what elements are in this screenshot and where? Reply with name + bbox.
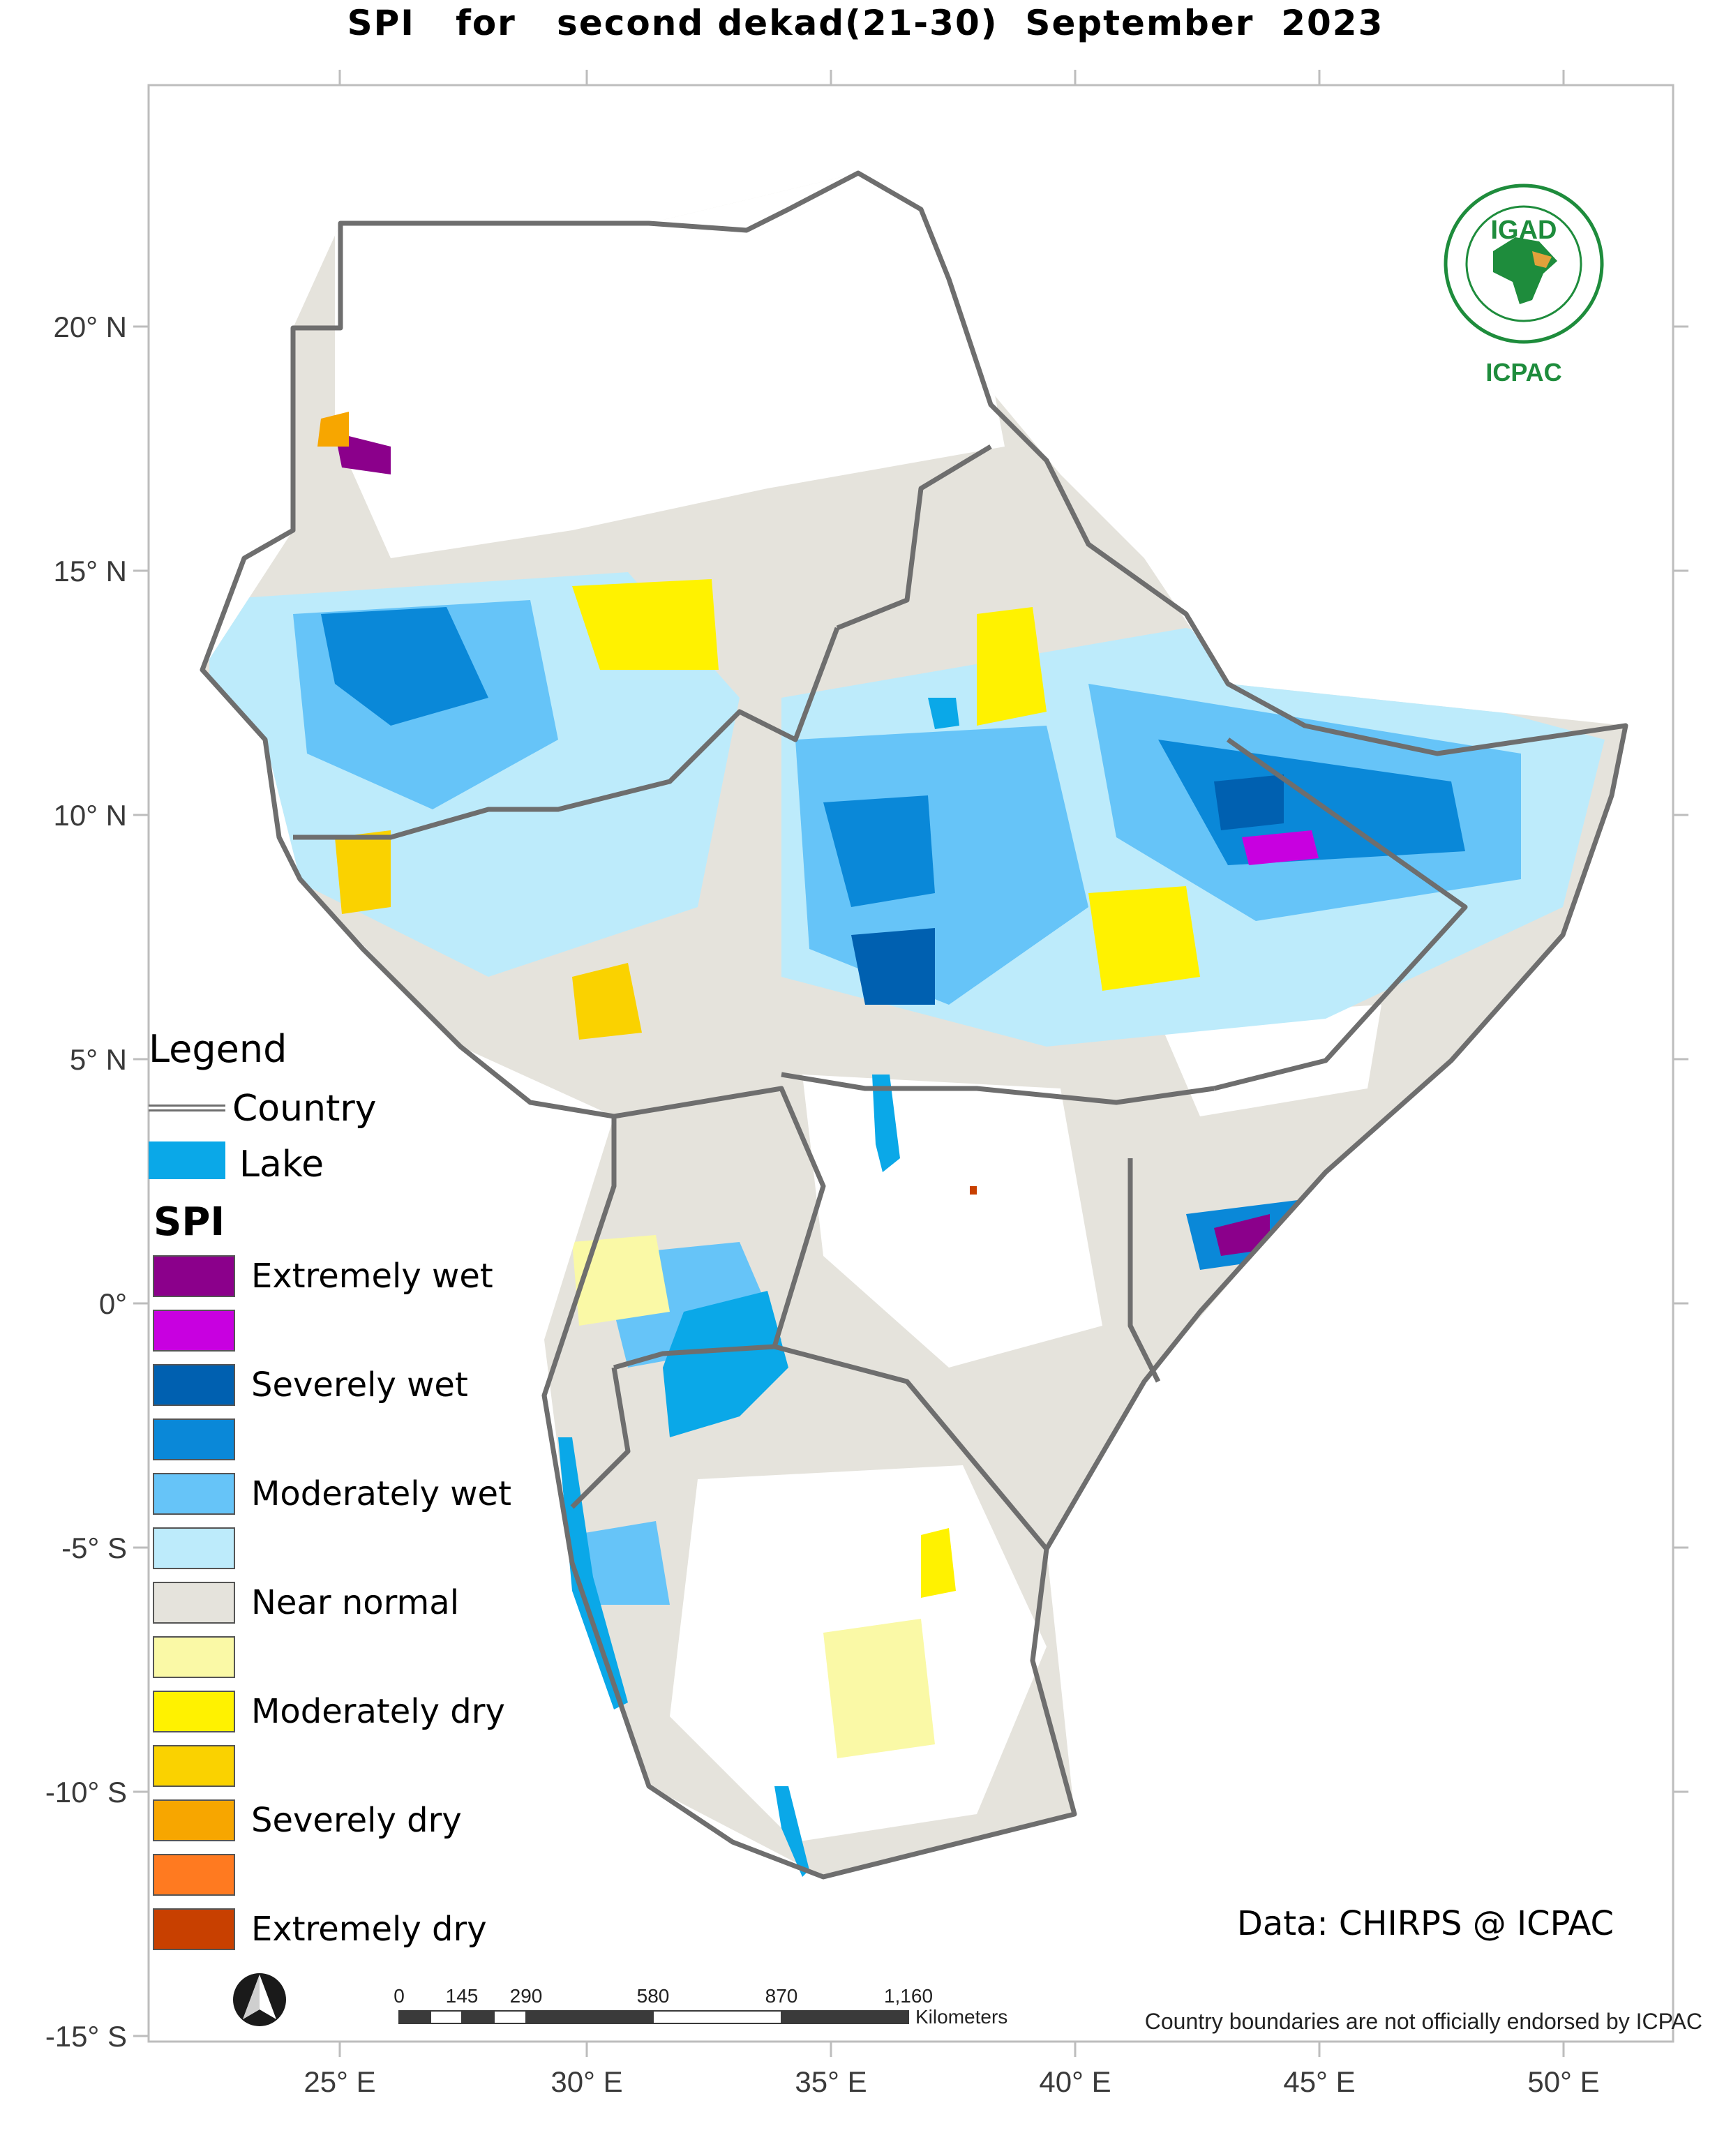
legend-class-label: Extremely wet	[251, 1257, 493, 1296]
border-rwanda-burundi	[570, 1367, 631, 1509]
legend-swatch	[153, 1745, 235, 1787]
scale-segment	[781, 2010, 909, 2024]
scale-segment	[430, 2010, 463, 2024]
x-tick-label: 40° E	[1039, 2065, 1111, 2098]
legend-country-label: Country	[232, 1088, 377, 1130]
legend-swatch	[153, 1310, 235, 1352]
scale-label: 145	[446, 1985, 479, 2007]
legend-swatch	[153, 1527, 235, 1569]
legend-swatch	[153, 1691, 235, 1732]
legend-class-label: Severely dry	[251, 1801, 462, 1840]
y-tick-marks	[133, 325, 1688, 2037]
scale-labels: 0 145 290 580 870 1,160	[394, 1985, 933, 2007]
border-kenya-tanzania	[774, 1344, 1049, 1551]
scale-label: 290	[510, 1985, 543, 2007]
x-tick-labels: 25° E 30° E 35° E 40° E 45° E 50° E	[304, 2065, 1599, 2098]
country-borders	[200, 170, 1628, 1880]
legend-class-label: Near normal	[251, 1583, 459, 1622]
legend-lake-label: Lake	[239, 1144, 324, 1185]
x-tick-marks	[338, 70, 1565, 2057]
scale-segment	[652, 2010, 782, 2024]
legend-swatch	[153, 1636, 235, 1678]
north-arrow-icon	[233, 1973, 286, 2026]
scale-segment	[493, 2010, 527, 2024]
legend-swatch	[153, 1582, 235, 1624]
legend-swatch	[153, 1473, 235, 1515]
x-tick-label: 25° E	[304, 2065, 375, 2098]
legend-swatch	[153, 1854, 235, 1896]
legend: Legend Country Lake SPI Extremely wet Sev…	[149, 1027, 511, 1950]
logo-sub: ICPAC	[1485, 358, 1561, 387]
border-uganda	[613, 1086, 826, 1370]
y-tick-label: -15° S	[45, 2020, 127, 2053]
data-credit: Data: CHIRPS @ ICPAC	[1237, 1904, 1614, 1943]
x-tick-label: 50° E	[1527, 2065, 1599, 2098]
legend-classes: Extremely wet Severely wet Moderately wet N…	[153, 1255, 511, 1950]
scale-segments	[398, 2010, 909, 2024]
scale-label: 580	[637, 1985, 670, 2007]
legend-class-label: Moderately wet	[251, 1474, 511, 1513]
border-sudan-ethiopia	[836, 444, 992, 631]
legend-swatch	[153, 1255, 235, 1297]
y-tick-label: 15° N	[53, 555, 127, 587]
legend-swatch	[153, 1418, 235, 1460]
border-sudan-southsudan	[293, 627, 840, 840]
y-tick-label: 5° N	[70, 1043, 127, 1076]
lake-malawi	[774, 1786, 809, 1877]
border-ethiopia-somalia	[1213, 738, 1468, 1091]
legend-swatch	[153, 1364, 235, 1406]
scale-segment	[398, 2010, 431, 2024]
y-tick-label: -10° S	[45, 1776, 127, 1809]
map-frame	[147, 84, 1674, 2043]
scale-segment	[461, 2010, 495, 2024]
map-title: SPI for second dekad(21-30) September 20…	[347, 3, 1384, 43]
scale-label: 1,160	[884, 1985, 933, 2007]
x-tick-label: 45° E	[1283, 2065, 1355, 2098]
border-ethiopia-kenya	[781, 1072, 1215, 1105]
y-tick-label: 0°	[99, 1287, 127, 1320]
y-tick-label: 20° N	[53, 310, 127, 343]
lake-tana	[928, 698, 959, 729]
scale-segment	[525, 2010, 654, 2024]
legend-lake-swatch	[149, 1141, 225, 1179]
spi-raster	[202, 173, 1626, 1877]
lake-victoria	[663, 1291, 788, 1437]
x-tick-label: 35° E	[795, 2065, 867, 2098]
legend-swatch	[153, 1799, 235, 1841]
disclaimer: Country boundaries are not officially en…	[1145, 2009, 1702, 2034]
scale-label: 870	[765, 1985, 798, 2007]
igad-logo: IGAD ICPAC	[1444, 184, 1604, 387]
legend-class-label: Extremely dry	[251, 1910, 487, 1949]
scale-unit: Kilometers	[915, 2006, 1007, 2028]
legend-spi-heading: SPI	[153, 1199, 225, 1245]
horn-of-africa-icon	[1532, 251, 1552, 268]
y-tick-label: 10° N	[53, 799, 127, 832]
y-tick-labels: 20° N 15° N 10° N 5° N 0° -5° S -10° S -…	[45, 310, 127, 2053]
logo-org: IGAD	[1491, 216, 1557, 245]
x-tick-label: 30° E	[550, 2065, 622, 2098]
legend-heading: Legend	[149, 1027, 287, 1071]
scale-bar: 0 145 290 580 870 1,160 Kilometers	[394, 1985, 1007, 2028]
legend-swatch	[153, 1908, 235, 1950]
region-outline	[200, 170, 1628, 1880]
y-tick-label: -5° S	[61, 1532, 127, 1564]
scale-label: 0	[394, 1985, 405, 2007]
border-kenya-somalia	[1127, 1158, 1161, 1383]
lake-turkana	[872, 1075, 900, 1172]
legend-class-label: Moderately dry	[251, 1692, 505, 1731]
legend-class-label: Severely wet	[251, 1365, 468, 1405]
